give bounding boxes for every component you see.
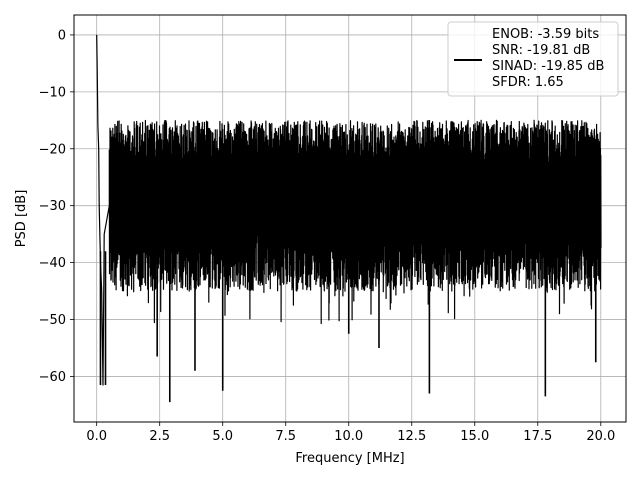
y-axis-label: PSD [dB]: [14, 190, 29, 248]
legend-sfdr: SFDR: 1.65: [492, 75, 564, 90]
y-tick-label: −20: [39, 142, 66, 157]
legend-box: [447, 21, 619, 97]
x-tick-label: 12.5: [397, 429, 426, 444]
x-tick-label: 2.5: [149, 429, 170, 444]
y-tick-label: −60: [39, 370, 66, 385]
plot-frame: [73, 14, 627, 423]
x-tick-label: 17.5: [523, 429, 552, 444]
x-tick-label: 10.0: [334, 429, 363, 444]
x-tick-label: 5.0: [212, 429, 233, 444]
legend: ENOB: -3.59 bits SNR: -19.81 dB SINAD: -…: [447, 21, 619, 97]
x-tick-label: 0.0: [86, 429, 107, 444]
x-axis-label: Frequency [MHz]: [295, 451, 404, 466]
legend-snr: SNR: -19.81 dB: [492, 43, 590, 58]
x-tick-label: 15.0: [460, 429, 489, 444]
series-layer: [96, 34, 602, 403]
y-tick-label: −40: [39, 256, 66, 271]
legend-enob: ENOB: -3.59 bits: [492, 27, 599, 42]
y-tick-label: −50: [39, 313, 66, 328]
y-tick-label: −30: [39, 199, 66, 214]
y-tick-label: −10: [39, 85, 66, 100]
x-tick-label: 20.0: [586, 429, 615, 444]
x-tick-label: 7.5: [275, 429, 296, 444]
legend-sinad: SINAD: -19.85 dB: [492, 59, 604, 74]
y-tick-label: 0: [58, 28, 66, 43]
y-axis-ticks: 0 −10 −20 −30 −40 −50 −60: [39, 28, 74, 385]
x-axis-ticks: 0.0 2.5 5.0 7.5 10.0 12.5 15.0 17.5 20.0: [86, 422, 615, 444]
psd-series-line: [96, 34, 602, 386]
